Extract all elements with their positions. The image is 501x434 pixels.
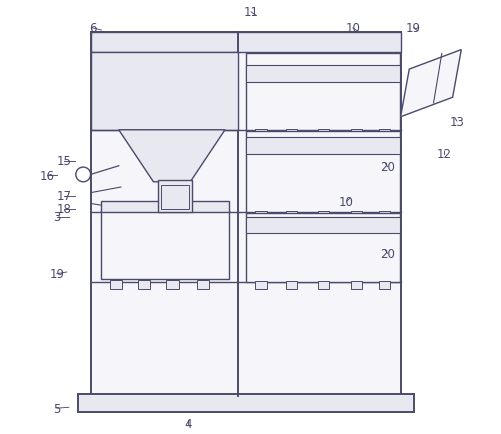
Text: 12: 12 <box>435 148 450 161</box>
Bar <box>350 212 361 220</box>
Text: 16: 16 <box>40 169 55 182</box>
Bar <box>166 280 178 289</box>
Bar <box>157 180 192 213</box>
Text: 20: 20 <box>379 247 394 260</box>
Bar <box>90 33 400 53</box>
Text: 19: 19 <box>49 268 64 281</box>
Bar <box>378 212 389 220</box>
Bar <box>350 130 361 138</box>
Text: 11: 11 <box>243 7 258 19</box>
Text: 20: 20 <box>379 161 394 174</box>
Bar <box>90 53 237 131</box>
Bar <box>318 212 329 220</box>
Bar <box>101 210 229 280</box>
Bar <box>378 130 389 138</box>
Bar <box>245 53 399 131</box>
Bar <box>245 214 399 282</box>
Bar <box>138 280 150 289</box>
Text: 15: 15 <box>56 155 71 168</box>
Bar <box>245 132 399 213</box>
Text: 18: 18 <box>56 203 71 216</box>
Bar <box>160 185 188 209</box>
Bar <box>77 395 413 413</box>
Bar <box>285 281 297 289</box>
Text: 3: 3 <box>53 210 60 224</box>
Text: 6: 6 <box>89 22 96 35</box>
Bar <box>101 202 229 213</box>
Text: 10: 10 <box>345 22 360 35</box>
Bar <box>245 217 399 233</box>
Polygon shape <box>119 131 224 182</box>
Bar <box>255 130 266 138</box>
Bar <box>285 212 297 220</box>
Bar <box>196 280 208 289</box>
Text: 4: 4 <box>184 418 191 430</box>
Polygon shape <box>400 50 460 118</box>
Text: 19: 19 <box>405 22 420 35</box>
Bar <box>350 281 361 289</box>
Text: 17: 17 <box>56 190 71 203</box>
Text: 13: 13 <box>448 115 463 128</box>
Text: 5: 5 <box>53 402 60 415</box>
Bar <box>90 33 400 397</box>
Bar <box>318 281 329 289</box>
Bar <box>255 281 266 289</box>
Bar <box>110 280 122 289</box>
Bar <box>378 281 389 289</box>
Bar <box>255 212 266 220</box>
Bar <box>245 138 399 154</box>
Text: 10: 10 <box>338 195 353 208</box>
Bar <box>285 130 297 138</box>
Bar <box>318 130 329 138</box>
Bar <box>245 66 399 83</box>
